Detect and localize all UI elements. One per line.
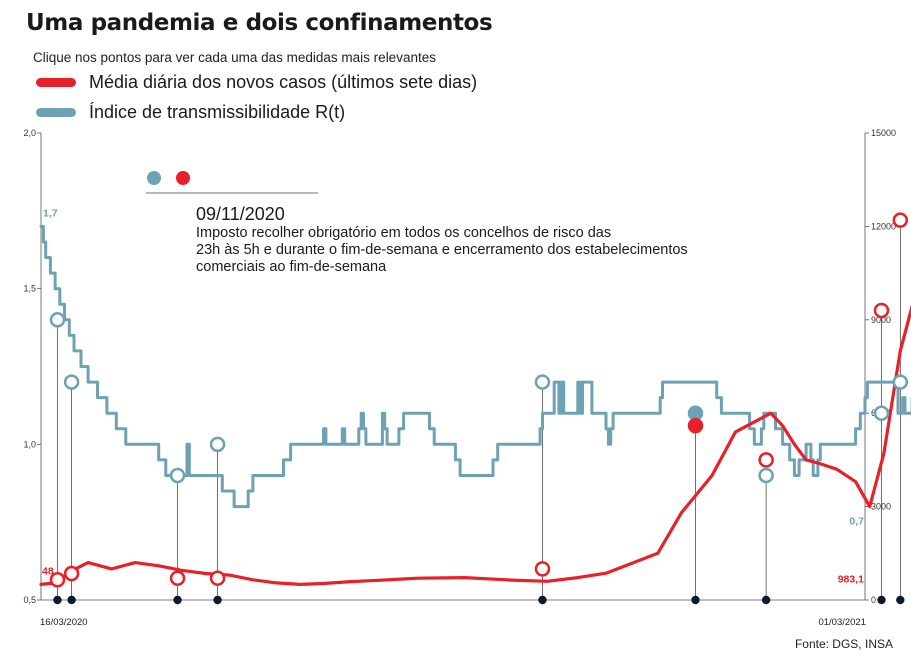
- x-label-end: 01/03/2021: [818, 617, 866, 628]
- measure-timeline-dot[interactable]: [896, 595, 905, 605]
- right-tick-label: 12000: [871, 221, 896, 231]
- left-tick-label: 2,0: [23, 128, 36, 138]
- left-tick-label: 1,5: [23, 284, 36, 294]
- source-note: Fonte: DGS, INSA: [794, 637, 893, 651]
- left-tick-label: 0,5: [23, 595, 36, 605]
- legend-swatch-red: [36, 78, 76, 87]
- rt-measure-marker[interactable]: [209, 436, 226, 453]
- cases-start-label: 48: [42, 565, 54, 577]
- legend-item-new-cases: Média diária dos novos casos (últimos se…: [36, 72, 477, 93]
- cases-measure-marker[interactable]: [169, 570, 186, 586]
- measure-timeline-dot[interactable]: [67, 595, 76, 605]
- legend-label-rt: Índice de transmissibilidade R(t): [89, 102, 346, 122]
- legend-item-rt: Índice de transmissibilidade R(t): [36, 102, 345, 123]
- measure-timeline-dot[interactable]: [53, 595, 62, 605]
- rt-measure-marker[interactable]: [873, 405, 890, 421]
- rt-series-line: [39, 224, 911, 509]
- tooltip-date: 09/11/2020: [196, 204, 285, 224]
- measure-marker-active[interactable]: [687, 417, 704, 434]
- cases-measure-marker[interactable]: [534, 561, 551, 577]
- rt-measure-marker[interactable]: [758, 467, 774, 484]
- measure-timeline-dot[interactable]: [538, 595, 547, 605]
- tooltip-line-3: comerciais ao fim-de-semana: [196, 259, 387, 275]
- cases-measure-marker[interactable]: [873, 302, 890, 319]
- tooltip-dot-blue: [147, 171, 161, 185]
- rt-end-label: 0,7: [849, 516, 864, 528]
- right-tick-label: 0: [871, 595, 876, 605]
- measure-timeline-dot[interactable]: [877, 595, 886, 605]
- new-cases-series-line: [39, 304, 911, 586]
- cases-end-label: 983,1: [838, 573, 864, 585]
- cases-measure-marker[interactable]: [892, 212, 909, 228]
- chart-subtitle: Clique nos pontos para ver cada uma das …: [33, 50, 436, 65]
- chart-title: Uma pandemia e dois confinamentos: [26, 10, 493, 36]
- rt-start-label: 1,7: [43, 207, 58, 219]
- legend-label-new-cases: Média diária dos novos casos (últimos se…: [89, 72, 478, 92]
- cases-measure-marker[interactable]: [758, 452, 774, 468]
- tooltip-line-1: Imposto recolher obrigatório em todos os…: [196, 225, 611, 241]
- cases-measure-marker[interactable]: [49, 572, 66, 588]
- legend-swatch-blue: [36, 108, 76, 117]
- x-label-start: 16/03/2020: [40, 617, 88, 628]
- rt-measure-marker[interactable]: [169, 467, 186, 484]
- rt-measure-marker[interactable]: [49, 312, 66, 328]
- rt-measure-marker[interactable]: [892, 374, 909, 390]
- right-tick-label: 9000: [871, 315, 891, 325]
- cases-measure-marker[interactable]: [209, 570, 226, 586]
- measure-timeline-dot[interactable]: [173, 595, 182, 605]
- tooltip-dot-red: [176, 171, 190, 185]
- measure-timeline-dot[interactable]: [213, 595, 222, 605]
- left-tick-label: 1,0: [23, 439, 36, 449]
- tooltip-line-2: 23h às 5h e durante o fim-de-semana e en…: [196, 242, 688, 258]
- measure-timeline-dot[interactable]: [691, 595, 700, 605]
- right-tick-label: 3000: [871, 502, 891, 512]
- right-tick-label: 15000: [871, 128, 896, 138]
- rt-measure-marker[interactable]: [63, 374, 80, 390]
- cases-measure-marker[interactable]: [63, 565, 80, 582]
- rt-measure-marker[interactable]: [534, 374, 551, 390]
- measure-timeline-dot[interactable]: [761, 595, 771, 605]
- measure-marker-active[interactable]: [687, 405, 704, 421]
